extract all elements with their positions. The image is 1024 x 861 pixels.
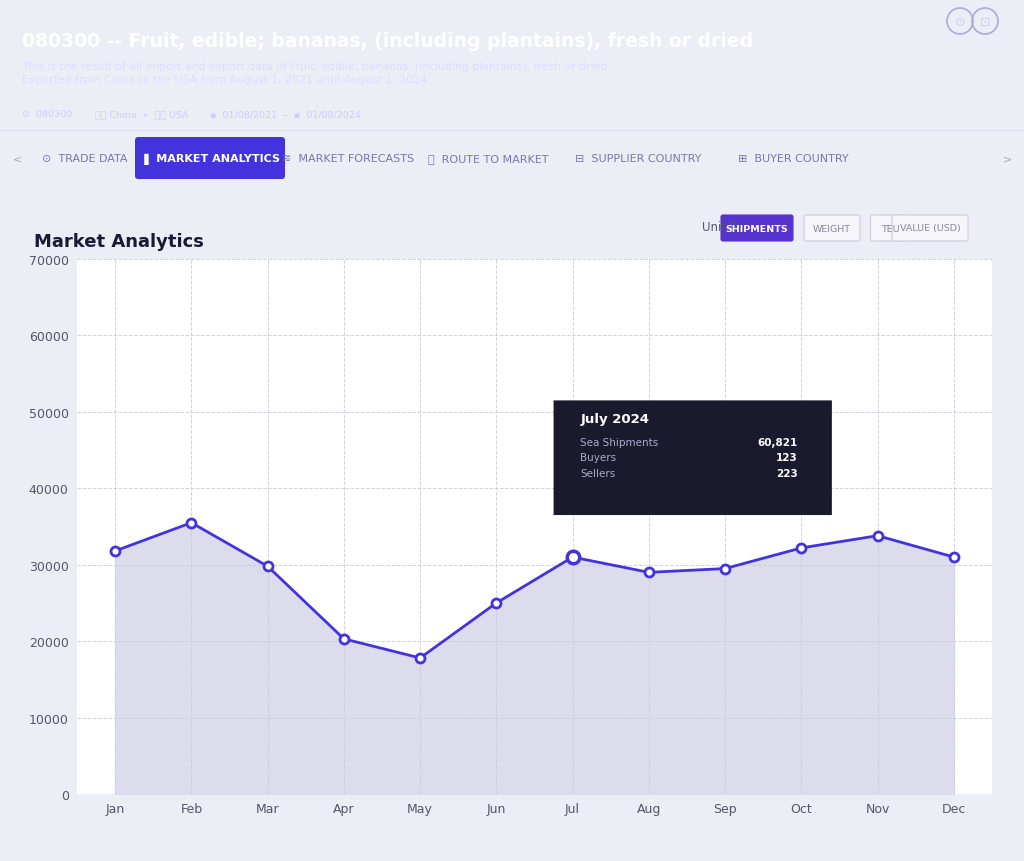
- Text: Unit By: Unit By: [702, 220, 745, 233]
- FancyBboxPatch shape: [135, 138, 285, 180]
- Text: ▪  01/08/2021  –  ▪  01/08/2024: ▪ 01/08/2021 – ▪ 01/08/2024: [210, 110, 360, 120]
- Text: VALUE (USD): VALUE (USD): [900, 224, 961, 233]
- Text: ⊟  SUPPLIER COUNTRY: ⊟ SUPPLIER COUNTRY: [574, 154, 701, 164]
- Text: Buyers: Buyers: [581, 453, 616, 463]
- Text: ⊡: ⊡: [980, 15, 990, 28]
- FancyBboxPatch shape: [554, 401, 831, 516]
- Text: 223: 223: [776, 468, 798, 478]
- Text: ⟁  ROUTE TO MARKET: ⟁ ROUTE TO MARKET: [428, 154, 548, 164]
- Text: SHIPMENTS: SHIPMENTS: [726, 224, 788, 233]
- Text: Exported from China to the USA from August 1, 2021 until August 1, 2024.: Exported from China to the USA from Augu…: [22, 75, 430, 85]
- Text: Sellers: Sellers: [581, 468, 615, 478]
- Text: 123: 123: [776, 453, 798, 463]
- Text: ▐  MARKET ANALYTICS: ▐ MARKET ANALYTICS: [140, 153, 280, 164]
- Text: 🇨🇳 China  »  🇺🇸 USA: 🇨🇳 China » 🇺🇸 USA: [95, 110, 188, 120]
- Text: Market Analytics: Market Analytics: [34, 232, 204, 251]
- FancyBboxPatch shape: [870, 216, 909, 242]
- Text: ≋  MARKET FORECASTS: ≋ MARKET FORECASTS: [282, 154, 414, 164]
- Text: TEU: TEU: [881, 224, 899, 233]
- FancyBboxPatch shape: [721, 216, 793, 242]
- Text: 60,821: 60,821: [758, 437, 798, 448]
- Text: Sea Shipments: Sea Shipments: [581, 437, 658, 448]
- FancyBboxPatch shape: [804, 216, 860, 242]
- Text: <: <: [13, 154, 23, 164]
- Text: ⊙  080300: ⊙ 080300: [22, 110, 72, 120]
- Text: >: >: [1004, 154, 1013, 164]
- Text: ⊞  BUYER COUNTRY: ⊞ BUYER COUNTRY: [737, 154, 848, 164]
- Text: ⊙: ⊙: [954, 15, 966, 28]
- Text: WEIGHT: WEIGHT: [813, 224, 851, 233]
- Text: July 2024: July 2024: [581, 412, 649, 425]
- Text: 080300 -- Fruit, edible; bananas, (including plantains), fresh or dried: 080300 -- Fruit, edible; bananas, (inclu…: [22, 32, 753, 51]
- FancyBboxPatch shape: [892, 216, 968, 242]
- Text: This is the result of all import and export data of Fruit, edible; bananas, (inc: This is the result of all import and exp…: [22, 62, 610, 72]
- Text: ⊙  TRADE DATA: ⊙ TRADE DATA: [42, 154, 128, 164]
